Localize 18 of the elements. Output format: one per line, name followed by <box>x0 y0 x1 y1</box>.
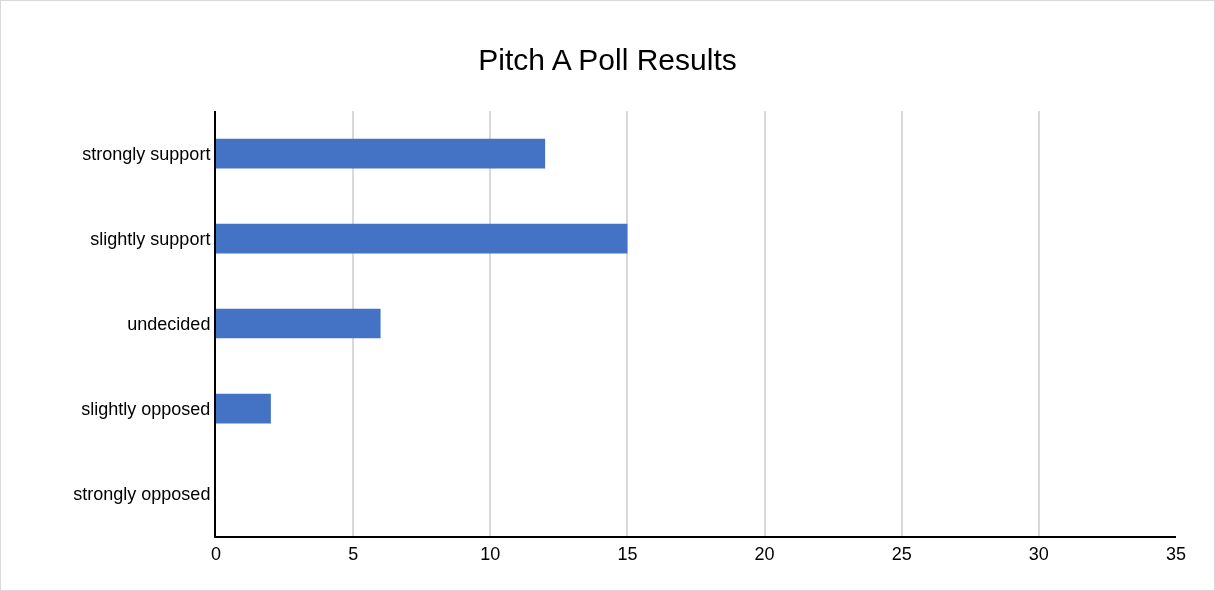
y-tick-label: strongly support <box>82 143 211 164</box>
x-tick-label: 35 <box>1165 543 1187 564</box>
x-tick-label: 20 <box>754 543 775 564</box>
bar <box>216 223 628 254</box>
y-tick-label: undecided <box>127 313 211 334</box>
x-tick-label: 15 <box>617 543 638 564</box>
x-tick-label: 10 <box>480 543 501 564</box>
y-tick-label: strongly opposed <box>73 483 211 504</box>
bar <box>216 308 381 339</box>
y-tick-label: slightly opposed <box>81 398 211 419</box>
bar <box>216 393 271 424</box>
x-tick-label: 5 <box>348 543 359 564</box>
x-tick-label: 0 <box>210 543 222 564</box>
bar <box>216 138 546 169</box>
x-tick-label: 25 <box>891 543 912 564</box>
y-tick-label: slightly support <box>90 228 211 249</box>
x-tick-label: 30 <box>1028 543 1049 564</box>
chart-title: Pitch A Poll Results <box>478 43 737 77</box>
